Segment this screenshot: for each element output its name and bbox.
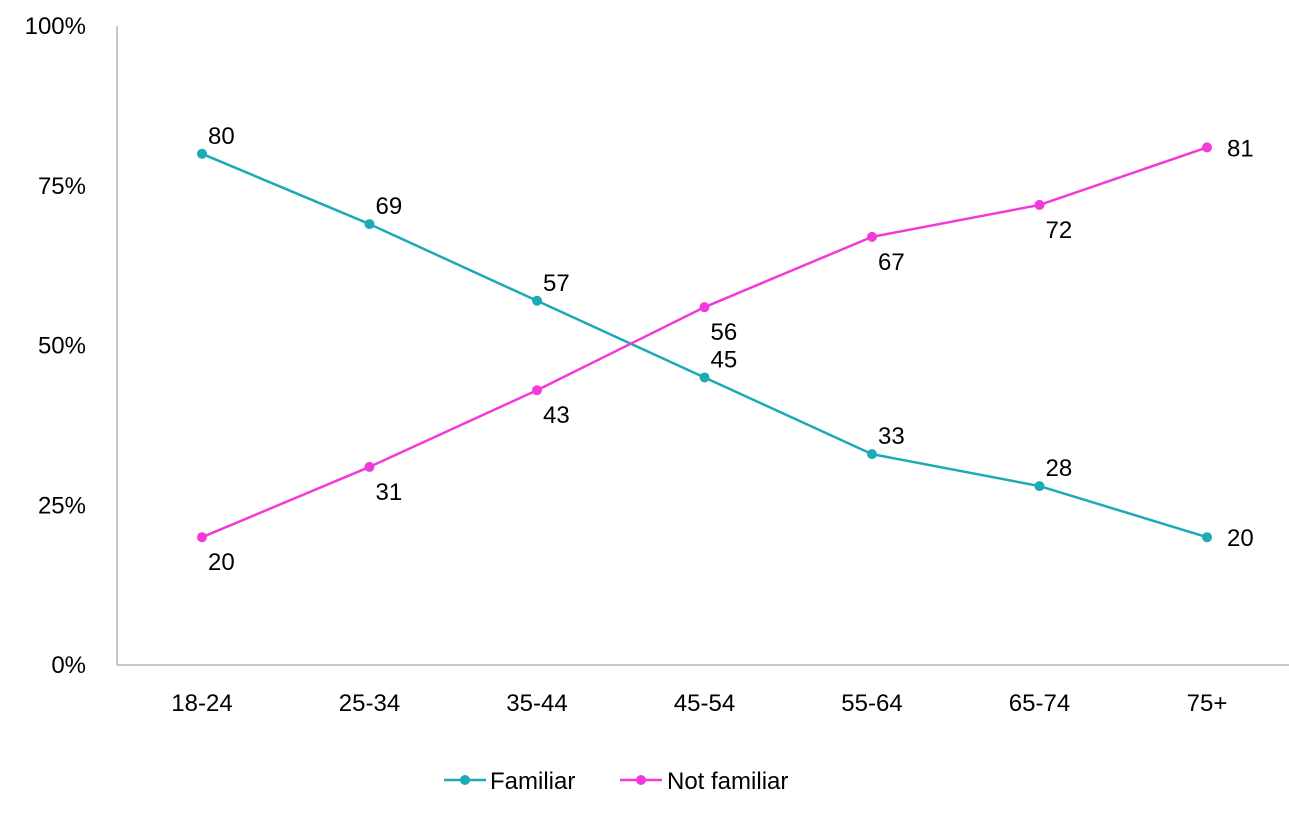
x-tick-labels: 18-24 25-34 35-44 45-54 55-64 65-74 75+ — [171, 690, 1227, 717]
data-point-familiar — [699, 372, 710, 383]
data-label-familiar: 69 — [376, 193, 403, 220]
data-label-familiar: 57 — [543, 270, 570, 297]
data-point-familiar — [532, 295, 542, 306]
x-tick-label: 75+ — [1187, 690, 1228, 717]
y-tick-label: 0% — [51, 652, 86, 679]
data-point-familiar — [364, 219, 375, 230]
x-tick-label: 65-74 — [1009, 690, 1070, 717]
y-tick-label: 25% — [38, 492, 86, 519]
data-point-not-familiar — [1202, 142, 1212, 153]
data-point-not-familiar — [532, 385, 542, 396]
legend: Familiar Not familiar — [444, 768, 788, 795]
data-point-not-familiar — [1034, 199, 1045, 210]
x-tick-label: 18-24 — [171, 690, 232, 717]
data-label-not-familiar: 81 — [1227, 135, 1254, 162]
legend-swatch-marker-not-familiar — [636, 775, 646, 785]
data-label-not-familiar: 67 — [878, 249, 905, 276]
data-point-familiar — [1202, 532, 1212, 543]
data-label-not-familiar: 31 — [376, 479, 403, 506]
legend-label-familiar: Familiar — [490, 768, 575, 795]
x-tick-label: 45-54 — [674, 690, 735, 717]
data-label-familiar: 45 — [711, 346, 738, 373]
data-label-familiar: 20 — [1227, 525, 1254, 552]
data-label-familiar: 33 — [878, 423, 905, 450]
legend-swatch-marker-familiar — [460, 775, 470, 785]
y-tick-label: 75% — [38, 173, 86, 200]
axes — [116, 26, 1289, 666]
y-tick-labels: 0% 25% 50% 75% 100% — [25, 13, 86, 679]
x-tick-label: 55-64 — [841, 690, 902, 717]
y-tick-label: 50% — [38, 333, 86, 360]
data-label-familiar: 28 — [1046, 455, 1073, 482]
legend-label-not-familiar: Not familiar — [667, 768, 788, 795]
data-label-not-familiar: 20 — [208, 549, 235, 576]
data-point-not-familiar — [364, 461, 375, 472]
data-label-familiar: 80 — [208, 123, 235, 150]
data-point-not-familiar — [699, 302, 710, 313]
data-point-familiar — [197, 148, 207, 159]
data-label-not-familiar: 72 — [1046, 217, 1073, 244]
data-point-familiar — [867, 449, 877, 460]
data-labels: 80 69 57 45 33 28 20 20 31 43 56 67 72 81 — [208, 123, 1254, 576]
data-point-not-familiar — [197, 532, 207, 543]
data-point-not-familiar — [867, 231, 877, 242]
data-label-not-familiar: 43 — [543, 402, 570, 429]
data-point-familiar — [1034, 481, 1045, 492]
data-label-not-familiar: 56 — [711, 319, 738, 346]
series-layer — [197, 142, 1212, 543]
x-tick-label: 35-44 — [506, 690, 567, 717]
y-tick-label: 100% — [25, 13, 86, 40]
x-tick-label: 25-34 — [339, 690, 400, 717]
